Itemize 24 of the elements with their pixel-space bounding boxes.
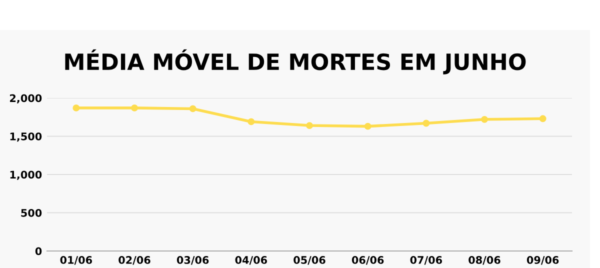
x-tick-label: 06/06 xyxy=(352,256,384,265)
y-tick-label: 1,000 xyxy=(10,170,42,180)
point xyxy=(481,116,488,123)
point xyxy=(364,122,372,130)
chart-title: MÉDIA MÓVEL DE MORTES EM JUNHO xyxy=(65,49,526,74)
x-tick-label: 07/06 xyxy=(410,256,442,265)
point xyxy=(539,115,546,122)
point xyxy=(131,104,138,112)
y-tick-label: 500 xyxy=(21,208,42,217)
y-tick-label: 2,000 xyxy=(10,94,42,104)
x-tick-label: 05/06 xyxy=(294,256,326,265)
point xyxy=(306,122,313,130)
x-tick-label: 04/06 xyxy=(235,256,268,265)
x-tick-label: 01/06 xyxy=(60,256,92,265)
x-tick-label: 02/06 xyxy=(118,256,150,265)
y-tick-label: 0 xyxy=(35,247,42,256)
x-tick-label: 08/06 xyxy=(468,256,500,265)
x-tick-label: 09/06 xyxy=(526,256,559,265)
point xyxy=(72,104,80,112)
point xyxy=(422,120,430,127)
x-tick-label: 03/06 xyxy=(176,256,209,265)
point xyxy=(248,118,255,126)
point xyxy=(189,105,196,112)
y-tick-label: 1,500 xyxy=(10,132,42,142)
